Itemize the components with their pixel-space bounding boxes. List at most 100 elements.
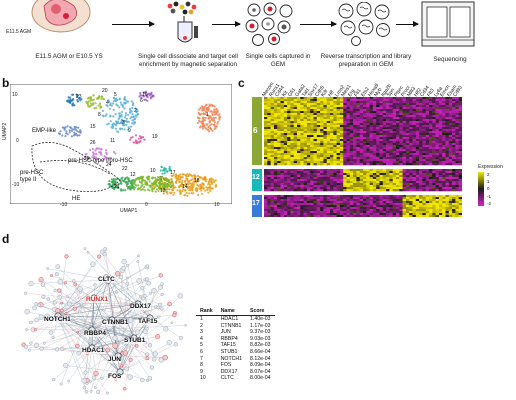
heatmap-cell bbox=[452, 115, 456, 118]
heatmap-cell bbox=[316, 121, 321, 124]
heatmap-cell bbox=[280, 115, 285, 118]
heatmap-cell bbox=[399, 213, 403, 216]
heatmap-cell bbox=[333, 205, 337, 208]
heatmap-cell bbox=[435, 187, 440, 190]
heatmap-cell bbox=[399, 197, 403, 200]
heatmap-cell bbox=[346, 111, 351, 114]
heatmap-cell bbox=[356, 179, 360, 182]
heatmap-cell bbox=[448, 163, 453, 166]
heatmap-cell bbox=[349, 119, 354, 122]
heatmap-cell bbox=[323, 209, 327, 212]
heatmap-cell bbox=[432, 203, 436, 206]
heatmap-cell bbox=[306, 177, 311, 180]
heatmap-cell bbox=[306, 131, 311, 134]
heatmap-cell bbox=[415, 151, 420, 154]
heatmap-cell bbox=[422, 103, 426, 106]
heatmap-cell bbox=[392, 131, 397, 134]
heatmap-cell bbox=[455, 161, 459, 164]
umap-point bbox=[213, 125, 216, 128]
heatmap-cell bbox=[363, 175, 367, 178]
heatmap-cell bbox=[376, 161, 380, 164]
heatmap-cell bbox=[356, 177, 360, 180]
heatmap-cell bbox=[429, 205, 433, 208]
heatmap-cell bbox=[359, 189, 364, 192]
umap-point bbox=[155, 184, 158, 187]
heatmap-cell bbox=[316, 125, 321, 128]
heatmap-cell bbox=[316, 155, 321, 158]
heatmap-cell bbox=[425, 201, 430, 204]
heatmap-cell bbox=[306, 103, 311, 106]
heatmap-cell bbox=[405, 131, 410, 134]
network-node bbox=[72, 279, 76, 283]
heatmap-cell bbox=[326, 129, 331, 132]
heatmap-cell bbox=[405, 105, 410, 108]
heatmap-cell bbox=[455, 213, 459, 216]
heatmap-cell bbox=[429, 211, 433, 214]
network-node bbox=[73, 282, 78, 287]
heatmap-cell bbox=[313, 119, 318, 122]
heatmap-cell bbox=[349, 181, 354, 184]
heatmap-cell bbox=[382, 143, 387, 146]
heatmap-cell bbox=[287, 115, 291, 118]
heatmap-cell bbox=[336, 205, 341, 208]
heatmap-cell bbox=[323, 117, 327, 120]
heatmap-cell bbox=[389, 99, 393, 102]
heatmap-cell bbox=[379, 207, 384, 210]
heatmap-cell bbox=[273, 135, 278, 138]
heatmap-cell bbox=[283, 179, 288, 182]
heatmap-cell bbox=[267, 199, 271, 202]
heatmap-cell bbox=[339, 119, 344, 122]
heatmap-cell bbox=[438, 209, 443, 212]
umap-point bbox=[59, 130, 62, 133]
heatmap-cell bbox=[405, 173, 410, 176]
heatmap-cell bbox=[435, 127, 440, 130]
heatmap-cell bbox=[363, 133, 367, 136]
heatmap-cell bbox=[386, 119, 390, 122]
heatmap-cell bbox=[310, 129, 314, 132]
umap-point bbox=[143, 186, 146, 189]
umap-point bbox=[120, 103, 123, 106]
heatmap-cell bbox=[369, 151, 374, 154]
heatmap-cell bbox=[290, 175, 294, 178]
heatmap-cell bbox=[353, 143, 357, 146]
heatmap-cell bbox=[415, 205, 420, 208]
umap-point bbox=[131, 106, 134, 109]
heatmap-cell bbox=[389, 177, 393, 180]
heatmap-cell bbox=[349, 161, 354, 164]
heatmap-cell bbox=[422, 113, 426, 116]
heatmap-cell bbox=[306, 109, 311, 112]
heatmap-cell bbox=[372, 161, 377, 164]
network-edge bbox=[59, 297, 113, 321]
heatmap-cell bbox=[330, 153, 334, 156]
heatmap-cell bbox=[389, 103, 393, 106]
heatmap-cell bbox=[419, 137, 423, 140]
heatmap-cell bbox=[359, 171, 364, 174]
heatmap-cell bbox=[290, 145, 294, 148]
heatmap-cell bbox=[372, 185, 377, 188]
umap-point bbox=[109, 184, 112, 187]
cluster-label: 16 bbox=[142, 92, 148, 98]
heatmap-cell bbox=[349, 117, 354, 120]
heatmap-cell bbox=[386, 109, 390, 112]
heatmap-cell bbox=[382, 161, 387, 164]
heatmap-cell bbox=[293, 109, 298, 112]
umap-point bbox=[124, 116, 127, 119]
heatmap-cell bbox=[293, 199, 298, 202]
umap-point bbox=[146, 93, 149, 96]
heatmap-cell bbox=[283, 211, 288, 214]
heatmap-cell bbox=[429, 115, 433, 118]
heatmap-cell bbox=[448, 211, 453, 214]
heatmap-cell bbox=[283, 133, 288, 136]
heatmap-cell bbox=[343, 199, 347, 202]
heatmap-cell bbox=[432, 151, 436, 154]
heatmap-cell bbox=[452, 141, 456, 144]
heatmap-cell bbox=[409, 145, 413, 148]
heatmap-cell bbox=[392, 113, 397, 116]
umap-point bbox=[164, 178, 167, 181]
network-node bbox=[163, 326, 169, 332]
heatmap-cell bbox=[396, 133, 400, 136]
heatmap-cell bbox=[415, 187, 420, 190]
heatmap-cell bbox=[313, 205, 318, 208]
umap-point bbox=[204, 189, 207, 192]
heatmap-cell bbox=[379, 101, 384, 104]
